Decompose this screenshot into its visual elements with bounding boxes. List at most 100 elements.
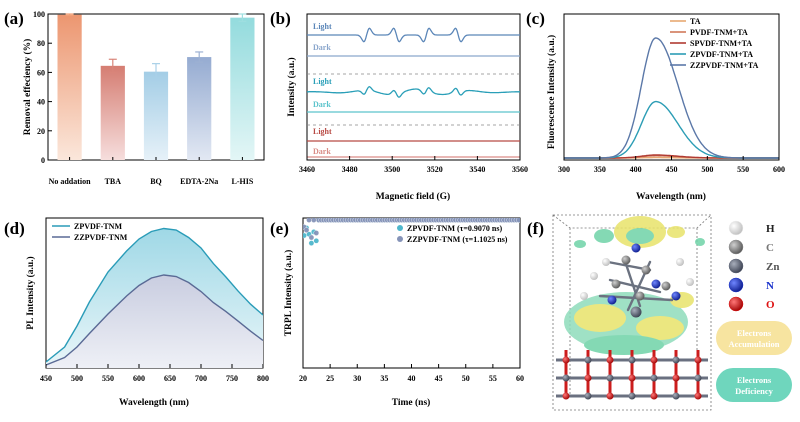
panel-b-series-line <box>307 85 520 98</box>
panel-e-data-point <box>313 237 320 244</box>
panel-e-xtick-label: 25 <box>326 374 334 383</box>
panel-b-frame <box>306 13 521 161</box>
panel-e-data-point <box>306 218 312 223</box>
panel-d-legend-label: ZPVDF-TNM <box>74 222 122 231</box>
panel-d-series-line <box>46 274 263 366</box>
panel-e-xtick-label: 40 <box>408 374 416 383</box>
panel-d-xtick-label: 750 <box>226 374 238 383</box>
panel-c-legend-label: PVDF-TNM+TA <box>690 28 748 37</box>
panel-b-series-label: Dark <box>313 43 331 52</box>
panel-e-legend-label: ZPVDF-TNM (τ=0.9070 ns) <box>407 224 502 233</box>
panel-b-xlabel: Magnetic field (G) <box>376 191 450 202</box>
panel-d-xtick-label: 800 <box>257 374 269 383</box>
panel-d-ylabel: PL Intensity (a.u.) <box>25 256 36 329</box>
panel-a-category-label: EDTA-2Na <box>180 177 218 186</box>
panel-b-series-label: Dark <box>313 147 331 156</box>
panel-d-xlabel: Wavelength (nm) <box>119 397 189 408</box>
panel-c-xtick-label: 300 <box>558 165 570 174</box>
panel-c-xtick-label: 550 <box>737 165 749 174</box>
panel-b-xtick-label: 3560 <box>512 165 528 174</box>
panel-d-series-area <box>46 275 263 368</box>
panel-e-legend-marker <box>397 225 403 231</box>
electron-tag-label: Deficiency <box>735 386 774 396</box>
panel-e-label: (e) <box>270 219 289 238</box>
panel-a-bar <box>230 17 255 161</box>
panel-b-xtick-label: 3480 <box>342 165 358 174</box>
panel-b-ylabel: Intensity (a.u.) <box>286 57 297 116</box>
panel-c-xtick-label: 500 <box>701 165 713 174</box>
panel-e-data-point <box>308 234 315 241</box>
panel-d-legend-label: ZZPVDF-TNM <box>74 233 128 242</box>
electron-tag-pill <box>716 368 792 402</box>
panel-a-category-label: BQ <box>150 177 162 186</box>
panel-a-ytick-label: 20 <box>37 127 45 136</box>
panel-a-ytick-label: 100 <box>33 10 45 19</box>
panel-b-xtick-label: 3460 <box>299 165 315 174</box>
panel-b-label: (b) <box>270 9 291 28</box>
panel-e-data-point <box>303 232 307 239</box>
atom-zn-icon <box>728 258 744 274</box>
panel-a-category-label: TBA <box>105 177 122 186</box>
panel-a-bar <box>57 14 82 161</box>
panel-b-series-line <box>307 27 520 43</box>
panel-a-bar <box>187 57 212 160</box>
panel-c-label: (c) <box>526 9 545 28</box>
atom-legend-label: H <box>766 223 775 235</box>
atom-h-icon <box>728 220 744 236</box>
panel-e-xtick-label: 20 <box>299 374 307 383</box>
panel-c-xlabel: Wavelength (nm) <box>636 191 706 202</box>
panel-d-xtick-label: 450 <box>40 374 52 383</box>
dft-structure-illustration <box>552 214 712 411</box>
panel-c-ylabel: Fluorescence Intensity (a.u.) <box>546 35 557 149</box>
panel-c-series-line <box>564 100 779 159</box>
panel-c-legend-label: ZPVDF-TNM+TA <box>690 50 753 59</box>
panel-a-ytick-label: 60 <box>37 68 45 77</box>
panel-e-data-point <box>311 218 317 223</box>
panel-a-label: (a) <box>4 9 24 28</box>
panel-d-xtick-label: 550 <box>102 374 114 383</box>
panel-e-xtick-label: 50 <box>462 374 470 383</box>
panel-a-ytick-label: 80 <box>37 39 45 48</box>
panel-e-xtick-label: 35 <box>380 374 388 383</box>
panel-c-xtick-label: 400 <box>630 165 642 174</box>
panel-a-ylabel: Removal effeciency (%) <box>22 39 33 136</box>
panel-b-series-label: Light <box>313 22 332 31</box>
panel-d-xtick-label: 650 <box>164 374 176 383</box>
panel-d-xtick-label: 600 <box>133 374 145 383</box>
panel-e-xtick-label: 30 <box>353 374 361 383</box>
panel-b: (b) 3460 3480 3500 3520 3540 3560 Light Dark Lig… <box>270 9 528 202</box>
atom-legend-label: C <box>766 242 774 254</box>
panel-b-series-label: Light <box>313 127 332 136</box>
panel-c: (c) TA PVDF-TNM+TA SPVDF-TNM+TA ZPVDF-TNM+T… <box>526 9 785 202</box>
panel-b-series-label: Light <box>313 77 332 86</box>
panel-e-ylabel: TRPL Intensity (a.u.) <box>283 250 294 337</box>
panel-b-xtick-label: 3500 <box>384 165 400 174</box>
panel-e-legend-label: ZZPVDF-TNM (τ=1.1025 ns) <box>407 235 508 244</box>
panel-d-xtick-label: 500 <box>71 374 83 383</box>
electron-tag-label: Accumulation <box>729 339 780 349</box>
panel-b-xtick-label: 3540 <box>469 165 485 174</box>
panel-d-series-line <box>46 227 263 363</box>
panel-a-category-label: L-HIS <box>232 177 254 186</box>
panel-b-xtick-label: 3520 <box>427 165 443 174</box>
panel-d-xtick-label: 700 <box>195 374 207 383</box>
panel-c-xtick-label: 350 <box>594 165 606 174</box>
panel-d-label: (d) <box>4 219 25 238</box>
atom-legend-label: O <box>766 299 775 311</box>
panel-f-label: (f) <box>527 219 544 238</box>
atom-n-icon <box>728 277 744 293</box>
panel-e: (e) ZPVDF-TNM (τ=0.9070 ns) ZZPVDF-TNM (τ… <box>270 217 524 408</box>
panel-d: (d) ZPVDF-TNM ZZPVDF-TNM 450 500 550 600 650 7… <box>4 217 269 408</box>
panel-a-ytick-label: 40 <box>37 98 45 107</box>
panel-e-xtick-label: 60 <box>516 374 524 383</box>
atom-o-icon <box>728 296 744 312</box>
panel-f: (f) <box>527 214 792 411</box>
electron-tag-pill <box>716 321 792 355</box>
panel-c-legend-label: TA <box>690 17 701 26</box>
atom-legend-label: N <box>766 280 774 292</box>
panel-e-xtick-label: 55 <box>489 374 497 383</box>
panel-e-data-point <box>303 227 310 233</box>
panel-e-xlabel: Time (ns) <box>392 397 431 408</box>
panel-b-series-label: Dark <box>313 100 331 109</box>
